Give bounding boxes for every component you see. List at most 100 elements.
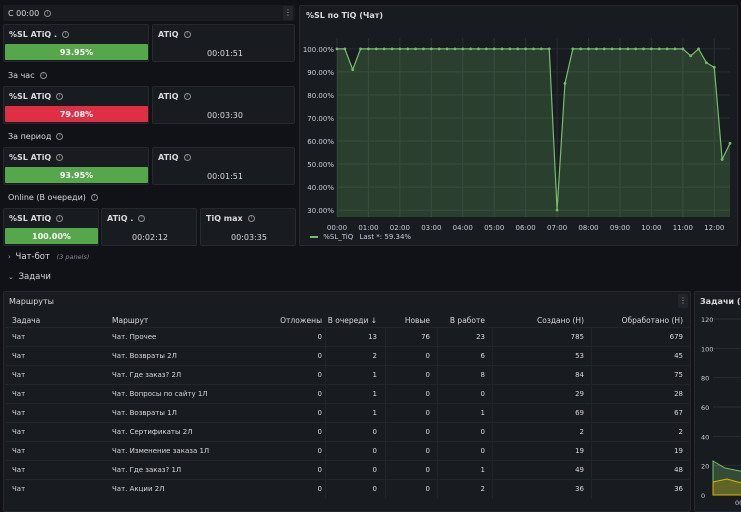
data-point[interactable] [484, 47, 488, 51]
table-header-cell[interactable]: Задача [12, 316, 41, 325]
row-chatbot[interactable]: › Чат-бот (3 panels) [8, 252, 89, 262]
data-point[interactable] [563, 82, 567, 85]
table-cell: Чат. Где заказ? 1Л [112, 466, 182, 474]
atiq-title: ATiQ i [158, 30, 191, 39]
y-tick-label: 20 [701, 463, 709, 471]
x-tick-label: 00 [735, 499, 741, 507]
data-point[interactable] [602, 47, 606, 51]
data-point[interactable] [705, 61, 708, 65]
table-cell: Чат. Вопросы по сайту 1Л [112, 390, 208, 398]
sl-atiq-panel: %SL ATiQ i 79.08% [3, 86, 149, 124]
chart-legend[interactable]: %SL_TiQ Last *: 59.34% [310, 233, 411, 241]
data-point[interactable] [351, 68, 355, 72]
data-point[interactable] [422, 47, 425, 51]
data-point[interactable] [665, 47, 669, 51]
data-point[interactable] [500, 47, 504, 51]
data-point[interactable] [492, 47, 496, 51]
table-row[interactable]: Чат Чат. Где заказ? 2Л 0 1 0 8 84 75 [5, 365, 689, 385]
data-point[interactable] [516, 47, 520, 51]
data-point[interactable] [367, 47, 370, 51]
data-point[interactable] [673, 47, 677, 51]
table-row[interactable]: Чат Чат. Сертификаты 2Л 0 0 0 0 2 2 [5, 422, 689, 442]
panel-menu-icon[interactable]: ⋮ [678, 294, 688, 308]
data-point[interactable] [524, 47, 528, 51]
data-point[interactable] [335, 47, 339, 51]
x-tick-label: 12:00 [704, 224, 724, 232]
table-header-cell[interactable]: Маршрут [112, 316, 149, 325]
table-cell: 0 [425, 371, 430, 379]
table-header-cell[interactable]: Отложены [280, 316, 322, 325]
table-row[interactable]: Чат Чат. Акции 2Л 0 0 0 2 36 36 [5, 479, 689, 499]
legend-series-label: %SL_TiQ [323, 233, 354, 241]
data-point[interactable] [650, 47, 653, 51]
data-point[interactable] [657, 47, 661, 51]
table-row[interactable]: Чат Чат. Вопросы по сайту 1Л 0 1 0 0 29 28 [5, 384, 689, 404]
data-point[interactable] [689, 54, 693, 58]
table-cell: 0 [317, 371, 322, 379]
info-icon: i [183, 31, 191, 38]
data-point[interactable] [594, 47, 598, 51]
data-point[interactable] [539, 47, 543, 51]
y-tick-label: 100.00% [303, 46, 334, 54]
data-point[interactable] [453, 47, 457, 51]
data-point[interactable] [571, 47, 575, 51]
table-header-cell[interactable]: В очереди ↓ [327, 316, 377, 325]
sl-atiq-title: %SL ATiQ i [9, 153, 64, 162]
data-point[interactable] [429, 47, 433, 51]
data-point[interactable] [461, 47, 465, 51]
data-point[interactable] [437, 47, 441, 51]
data-point[interactable] [720, 158, 724, 161]
data-point[interactable] [414, 47, 417, 51]
legend-last-value: Last *: 59.34% [359, 233, 412, 241]
table-row[interactable]: Чат Чат. Прочее 0 13 76 23 785 679 [5, 327, 689, 347]
table-cell: 0 [317, 447, 322, 455]
table-cell: Чат [12, 352, 26, 360]
data-point[interactable] [610, 47, 614, 51]
data-point[interactable] [712, 65, 716, 69]
table-header-cell[interactable]: Создано (Н) [537, 316, 584, 325]
data-point[interactable] [445, 47, 449, 51]
column-divider [437, 385, 438, 404]
data-point[interactable] [343, 47, 347, 51]
data-point[interactable] [697, 47, 700, 51]
column-divider [437, 423, 438, 442]
y-tick-label: 70.00% [307, 115, 334, 123]
info-icon: i [247, 215, 255, 222]
table-cell: Чат. Возвраты 2Л [112, 352, 177, 360]
data-point[interactable] [532, 47, 535, 51]
panel-menu-icon[interactable]: ⋮ [283, 6, 293, 20]
data-point[interactable] [626, 47, 630, 51]
data-point[interactable] [374, 47, 378, 51]
data-point[interactable] [555, 208, 559, 212]
y-tick-label: 40.00% [307, 184, 334, 192]
data-point[interactable] [642, 47, 645, 51]
data-point[interactable] [618, 47, 622, 51]
table-row[interactable]: Чат Чат. Где заказ? 1Л 0 0 0 1 49 48 [5, 460, 689, 480]
data-point[interactable] [359, 47, 362, 51]
data-point[interactable] [587, 47, 590, 51]
row-tasks[interactable]: ⌄ Задачи [8, 272, 51, 282]
data-point[interactable] [681, 47, 685, 51]
table-cell: 0 [317, 390, 322, 398]
data-point[interactable] [547, 47, 551, 51]
data-point[interactable] [390, 47, 394, 51]
table-header-cell[interactable]: Новые [404, 316, 430, 325]
data-point[interactable] [728, 141, 732, 145]
table-row[interactable]: Чат Чат. Изменение заказа 1Л 0 0 0 0 19 19 [5, 441, 689, 461]
table-header-cell[interactable]: В работе [449, 316, 485, 325]
column-divider [591, 461, 592, 480]
table-row[interactable]: Чат Чат. Возвраты 2Л 0 2 0 6 53 45 [5, 346, 689, 366]
data-point[interactable] [579, 47, 583, 51]
data-point[interactable] [406, 47, 410, 51]
column-divider [591, 423, 592, 442]
data-point[interactable] [477, 47, 480, 51]
table-row[interactable]: Чат Чат. Возвраты 1Л 0 1 0 1 69 67 [5, 403, 689, 423]
column-divider [325, 366, 326, 385]
data-point[interactable] [634, 47, 638, 51]
data-point[interactable] [382, 47, 386, 51]
table-header-cell[interactable]: Обработано (Н) [621, 316, 683, 325]
data-point[interactable] [398, 47, 402, 51]
column-divider [325, 461, 326, 480]
data-point[interactable] [508, 47, 512, 51]
data-point[interactable] [469, 47, 473, 51]
